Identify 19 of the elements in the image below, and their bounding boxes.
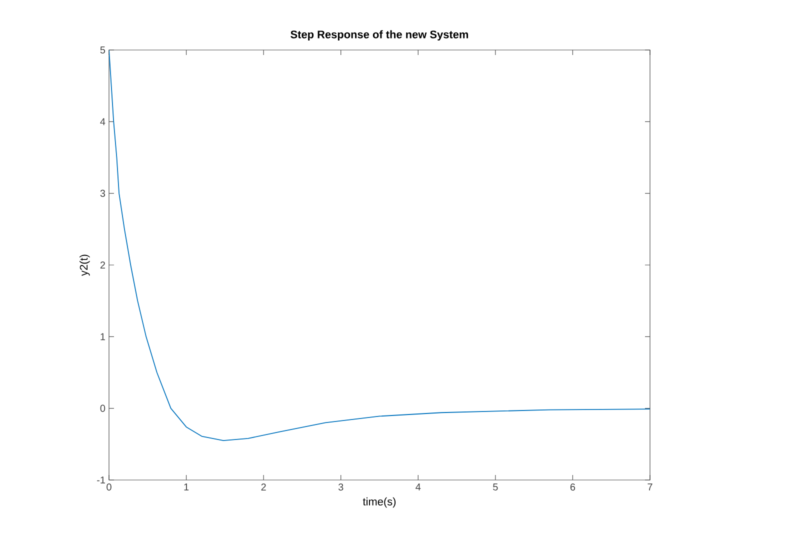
x-axis-title: time(s): [362, 497, 396, 508]
x-tick-label: 2: [261, 484, 266, 490]
y-tick-label: 2: [100, 262, 105, 268]
y-tick-label: 0: [100, 404, 106, 412]
y-tick-label: -1: [97, 476, 106, 484]
x-tick-label: 5: [493, 484, 498, 490]
chart-title: Step Response of the new System: [290, 30, 468, 40]
y-tick-label: 3: [100, 190, 106, 197]
x-tick-label: 1: [184, 484, 189, 490]
y-axis-title: y2(t): [80, 254, 90, 276]
x-tick-label: 3: [338, 484, 344, 491]
y-tick-label: 1: [100, 333, 106, 340]
line-series: [109, 50, 650, 442]
x-tick-label: 0: [106, 484, 112, 491]
y-tick-label: 4: [100, 118, 106, 126]
x-tick-label: 7: [648, 484, 652, 490]
x-tick-label: 6: [570, 484, 576, 491]
y-tick-label: 5: [100, 46, 106, 54]
x-tick-label: 4: [416, 484, 421, 490]
